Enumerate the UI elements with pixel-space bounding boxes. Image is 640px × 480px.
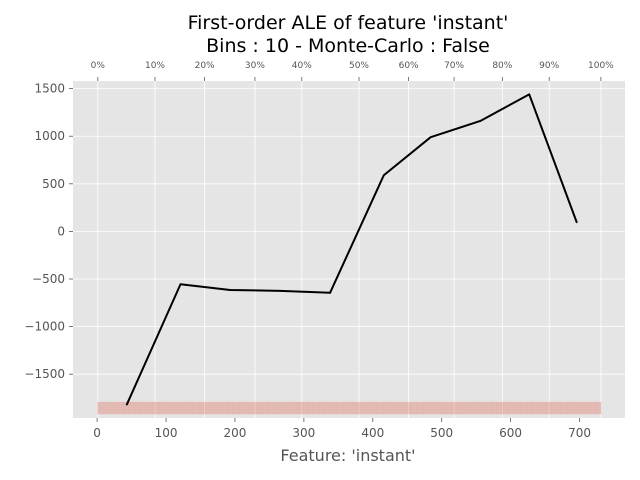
y-tick-label: −500 — [32, 272, 65, 286]
quantile-label: 30% — [245, 61, 265, 71]
x-axis-label: Feature: 'instant' — [280, 446, 415, 465]
quantile-label: 100% — [588, 61, 614, 71]
quantile-label: 40% — [292, 61, 312, 71]
ale-point — [383, 174, 385, 177]
line-layer — [125, 93, 578, 406]
x-tick-label: 300 — [292, 426, 315, 440]
y-tick-label: −1500 — [24, 367, 65, 381]
x-tick-label: 100 — [155, 426, 178, 440]
y-tick-label: 0 — [57, 224, 65, 238]
quantile-label: 20% — [195, 61, 215, 71]
x-tick-label: 200 — [223, 426, 246, 440]
x-tick-label: 400 — [361, 426, 384, 440]
quantile-label: 0% — [91, 61, 106, 71]
ale-point — [279, 290, 282, 292]
chart-title-line2: Bins : 10 - Monte-Carlo : False — [206, 35, 490, 57]
ale-point — [179, 283, 182, 286]
ale-point — [229, 289, 231, 291]
chart-title-line1: First-order ALE of feature 'instant' — [188, 12, 509, 34]
rug-layer — [97, 401, 602, 415]
ale-point — [125, 403, 128, 406]
y-tick-label: 500 — [42, 177, 65, 191]
quantile-label: 10% — [145, 61, 165, 71]
ale-point — [528, 93, 531, 96]
ale-point — [429, 136, 432, 138]
x-tick-label: 700 — [568, 426, 591, 440]
y-tick-label: −1000 — [24, 320, 65, 334]
x-tick-label: 500 — [430, 426, 453, 440]
y-tick-label: 1000 — [34, 129, 65, 143]
ale-line — [125, 93, 578, 406]
y-tick-label: 1500 — [34, 82, 65, 96]
x-tick-label: 600 — [499, 426, 522, 440]
quantile-label: 90% — [539, 61, 559, 71]
grid-layer — [73, 81, 625, 418]
quantile-label: 80% — [492, 61, 512, 71]
ale-point — [479, 120, 482, 122]
quantile-label: 50% — [349, 61, 369, 71]
ale-point — [329, 292, 331, 294]
x-tick-label: 0 — [93, 426, 101, 440]
quantile-label: 60% — [399, 61, 419, 71]
quantile-label: 70% — [444, 61, 464, 71]
ale-point — [575, 221, 578, 224]
